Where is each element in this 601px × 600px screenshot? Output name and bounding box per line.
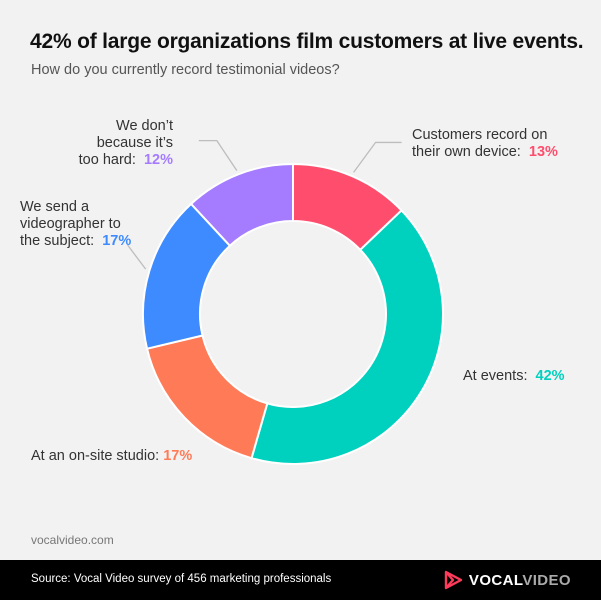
- label-line: videographer to: [20, 216, 121, 232]
- label-line: We send a: [20, 199, 90, 215]
- slice-percent: 17%: [163, 448, 193, 464]
- label-line: because it’s: [96, 135, 173, 151]
- slice-label-videographer: We send a videographer to the subject: 1…: [20, 199, 131, 250]
- slice-percent: 13%: [528, 144, 558, 160]
- donut-slice: [145, 334, 269, 460]
- slice-label-on-site-studio: At an on-site studio: 17%: [31, 448, 192, 465]
- slice-label-too-hard: We don’t because it’s too hard: 12%: [79, 118, 173, 169]
- source-note: Source: Vocal Video survey of 456 market…: [31, 573, 332, 585]
- donut-chart: [127, 139, 444, 465]
- leader-line: [127, 244, 147, 270]
- slice-percent: 17%: [102, 233, 132, 249]
- slice-label-at-events: At events: 42%: [463, 368, 565, 385]
- slice-label-own-device: Customers record on their own device: 13…: [412, 127, 558, 161]
- label-line: Customers record on: [412, 127, 548, 143]
- donut-slice: [189, 162, 294, 248]
- website-label: vocalvideo.com: [31, 533, 114, 547]
- play-logo-icon: [444, 570, 463, 590]
- label-line: too hard:: [78, 152, 136, 168]
- label-line: the subject:: [20, 233, 95, 249]
- label-line: At events:: [463, 368, 528, 384]
- leader-line: [198, 139, 238, 171]
- chart-title: 42% of large organizations film customer…: [30, 30, 584, 53]
- label-line: At an on-site studio:: [31, 448, 160, 464]
- footer-bar: Source: Vocal Video survey of 456 market…: [0, 560, 601, 600]
- leader-line: [353, 141, 402, 173]
- donut-slice: [250, 209, 444, 465]
- label-line: We don’t: [116, 118, 173, 134]
- slice-percent: 42%: [535, 368, 565, 384]
- label-line: their own device:: [412, 144, 521, 160]
- vocal-video-logo: VOCALVIDEO: [443, 569, 571, 591]
- slice-percent: 12%: [143, 152, 173, 168]
- chart-subtitle: How do you currently record testimonial …: [31, 62, 340, 78]
